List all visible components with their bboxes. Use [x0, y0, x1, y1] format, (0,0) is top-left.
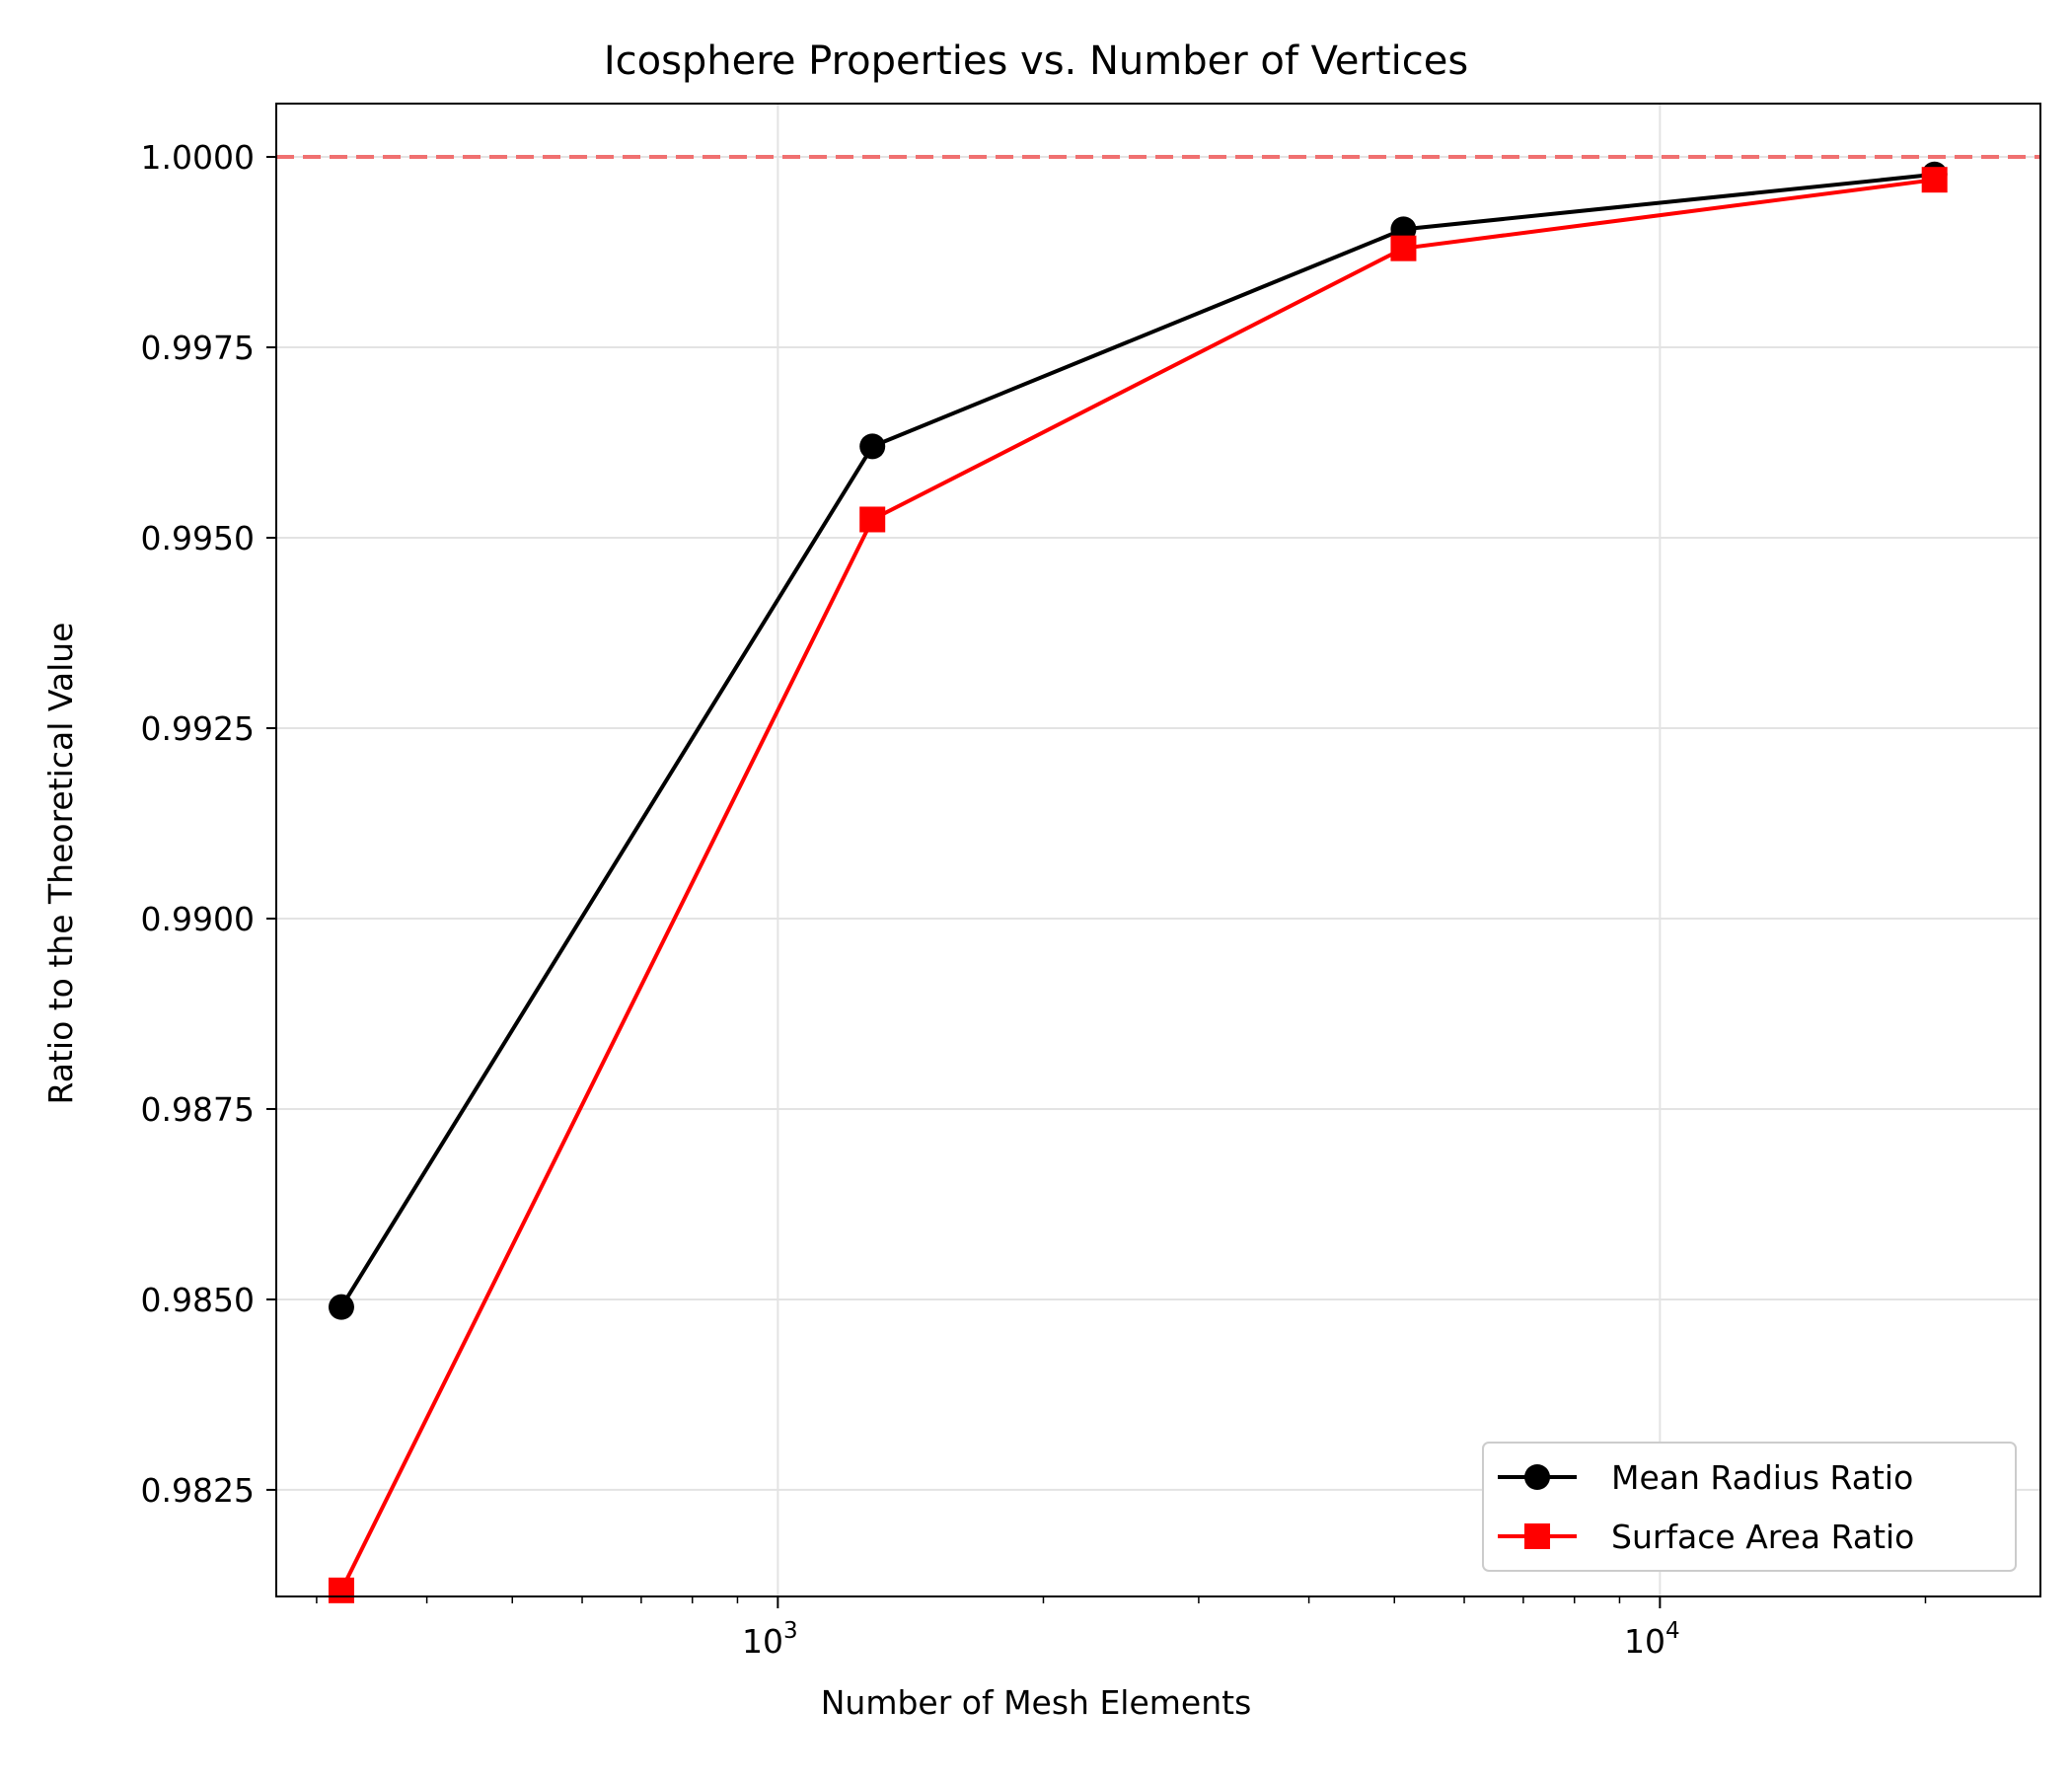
x-tick-label: 104: [1624, 1618, 1680, 1661]
series-group: [328, 161, 1948, 1603]
legend-box: [1482, 1442, 2017, 1572]
data-point-surface-area: [1921, 167, 1948, 193]
series-line-1: [339, 178, 1935, 1592]
data-point-surface-area: [859, 506, 886, 533]
y-tick-label: 0.9975: [141, 329, 255, 367]
legend: Mean Radius Ratio Surface Area Ratio: [1482, 1442, 2017, 1572]
data-point-surface-area: [328, 1577, 354, 1603]
chart-title: Icosphere Properties vs. Number of Verti…: [604, 38, 1468, 84]
y-tick-label: 1.0000: [141, 138, 255, 177]
x-tick-label: 103: [742, 1618, 798, 1661]
y-tick-label: 0.9925: [141, 709, 255, 748]
data-point-surface-area: [1390, 235, 1417, 261]
data-point-mean-radius: [859, 433, 886, 460]
y-axis-label: Ratio to the Theoretical Value: [41, 623, 80, 1105]
data-point-mean-radius: [328, 1294, 354, 1320]
x-tick-label-base: 10: [742, 1622, 783, 1661]
x-tick-label-exponent: 4: [1665, 1618, 1680, 1644]
y-tick-label: 0.9850: [141, 1281, 255, 1319]
plot-area-frame: [275, 103, 2041, 1597]
legend-label-surface-area: Surface Area Ratio: [1611, 1518, 1914, 1556]
y-tick-label: 0.9950: [141, 519, 255, 557]
legend-label-mean-radius: Mean Radius Ratio: [1611, 1458, 1913, 1497]
x-tick-label-exponent: 3: [783, 1618, 798, 1644]
legend-marker-surface-area: [1524, 1523, 1550, 1549]
y-tick-label: 0.9875: [141, 1090, 255, 1129]
series-line-0: [339, 172, 1935, 1308]
x-tick-label-base: 10: [1624, 1622, 1665, 1661]
y-tick-label: 0.9900: [141, 900, 255, 938]
axis-ticks: 0.9825 0.9850 0.9875 0.9900 0.9925 0.9950 0.99…: [141, 138, 1927, 1661]
y-tick-label: 0.9825: [141, 1471, 255, 1510]
x-axis-label: Number of Mesh Elements: [821, 1683, 1252, 1722]
legend-marker-mean-radius: [1524, 1464, 1550, 1490]
